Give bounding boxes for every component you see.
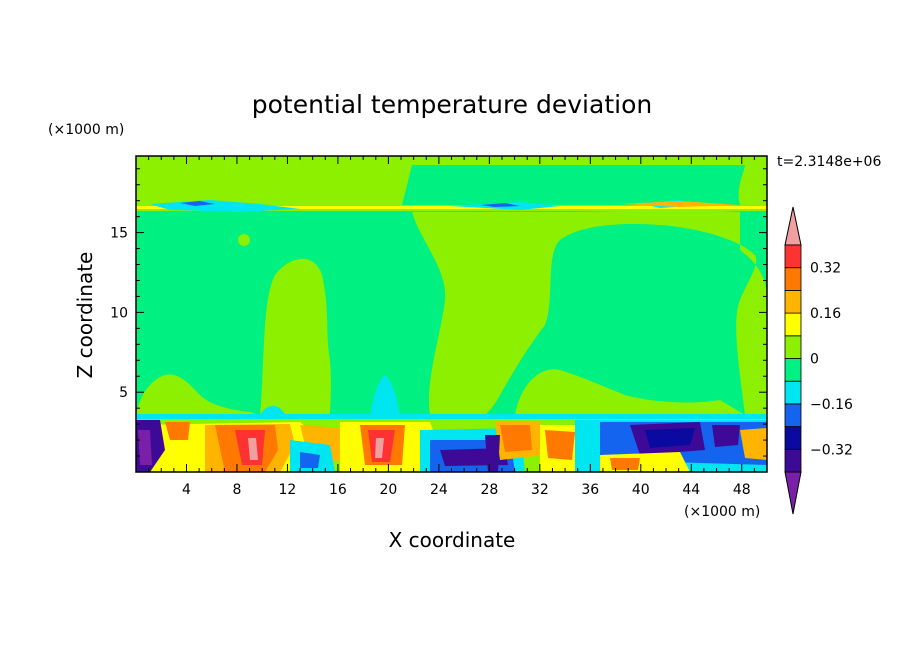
colorbar-swatch [784, 403, 802, 427]
y-tick-label: 5 [119, 385, 128, 401]
y-unit-label: (×1000 m) [48, 122, 124, 138]
x-tick-label: 40 [632, 482, 650, 498]
boundary-blob [248, 438, 258, 460]
chart-title: potential temperature deviation [252, 90, 652, 119]
plume [370, 375, 400, 418]
colorbar-swatch [784, 426, 802, 450]
x-tick-label: 24 [430, 482, 448, 498]
boundary-blob [300, 452, 320, 468]
colorbar: 0.32 0.16 0 −0.16 −0.32 [784, 206, 853, 515]
boundary-blob [500, 425, 532, 452]
x-unit-label: (×1000 m) [684, 504, 760, 520]
colorbar-label: 0 [810, 352, 819, 368]
upper-layer-orange [620, 201, 740, 207]
upper-layer-yellow [136, 206, 767, 209]
plume [258, 405, 287, 418]
colorbar-swatch [784, 312, 802, 337]
colorbar-label: 0.16 [810, 306, 841, 322]
x-tick-label: 16 [329, 482, 347, 498]
boundary-blob [375, 438, 384, 458]
field-region [260, 258, 331, 415]
x-tick-label: 44 [682, 482, 700, 498]
x-tick-label: 36 [581, 482, 599, 498]
y-axis: 5 10 15 [110, 168, 767, 457]
field-region [515, 369, 745, 415]
colorbar-swatch [784, 289, 802, 314]
colorbar-label: −0.32 [810, 442, 853, 458]
upper-layer-cyan [150, 200, 700, 212]
boundary-blob [485, 435, 500, 472]
boundary-blob [545, 430, 575, 460]
x-axis: 4 8 12 16 20 24 28 32 36 40 44 48 [148, 156, 755, 498]
colorbar-swatch [784, 267, 802, 291]
field-region [238, 234, 250, 246]
x-tick-label: 20 [379, 482, 397, 498]
x-tick-label: 48 [733, 482, 751, 498]
boundary-blob [165, 422, 190, 440]
colorbar-label: 0.32 [810, 261, 841, 277]
colorbar-label: −0.16 [810, 397, 853, 413]
plot-area [136, 156, 767, 472]
colorbar-max-triangle [784, 206, 802, 246]
boundary-blob [610, 458, 640, 470]
field-region [412, 210, 767, 415]
colorbar-swatch [784, 335, 802, 359]
field-region [136, 374, 260, 415]
x-tick-label: 28 [480, 482, 498, 498]
time-label: t=2.3148e+06 [777, 154, 881, 170]
boundary-top-cyan [136, 414, 767, 419]
x-tick-label: 8 [232, 482, 241, 498]
colorbar-swatch [784, 380, 802, 405]
boundary-blob [740, 428, 767, 460]
y-tick-label: 10 [110, 305, 128, 321]
boundary-blob [138, 430, 152, 465]
colorbar-swatch [784, 358, 802, 382]
colorbar-swatch [784, 244, 802, 269]
field-region [136, 156, 767, 205]
y-axis-label: Z coordinate [73, 252, 97, 379]
x-tick-label: 4 [182, 482, 191, 498]
x-axis-label: X coordinate [389, 528, 516, 552]
x-tick-label: 12 [279, 482, 297, 498]
colorbar-min-triangle [784, 471, 802, 515]
x-tick-label: 32 [531, 482, 549, 498]
boundary-blob [645, 428, 695, 448]
colorbar-swatch [784, 448, 802, 473]
y-tick-label: 15 [110, 226, 128, 242]
boundary-blob [712, 425, 740, 447]
